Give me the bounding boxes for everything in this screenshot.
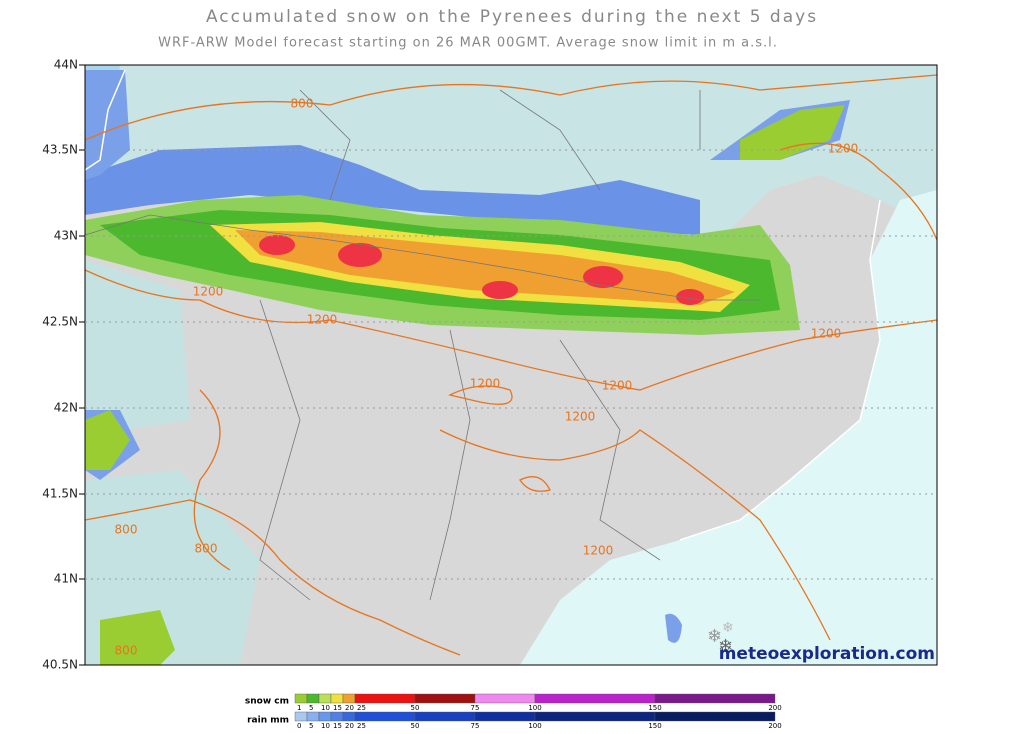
brand-logo: ❄ ❄ ❄ [707,620,734,657]
colorbar-segment [318,693,332,704]
latitude-label: 41.5N [42,487,78,501]
contour-label: 1200 [811,327,842,341]
contour-label: 1200 [602,379,633,393]
colorbar-tick-label: 50 [411,704,420,712]
contour-label: 800 [195,542,218,556]
subtitle: WRF-ARW Model forecast starting on 26 MA… [158,36,778,51]
colorbar-segment [342,693,356,704]
contour-label: 1200 [307,313,338,327]
snow-legend-label: snow cm [245,697,289,707]
map-frame [84,64,938,666]
svg-text:❄: ❄ [718,636,733,657]
svg-text:❄: ❄ [707,626,722,647]
colorbar-tick-label: 150 [648,722,661,730]
colorbar-tick-label: 1 [297,704,301,712]
legend: snow cm rain mm 1 5 10 15 20 25 50 75 100 150 2000… [245,693,782,730]
colorbar-tick-label: 200 [768,704,781,712]
colorbar-segment [306,711,320,722]
contour-label: 800 [291,97,314,111]
latitude-label: 41N [54,572,78,586]
latitude-label: 44N [54,58,78,72]
colorbar-segment [330,711,344,722]
colorbar-segment [414,693,476,704]
colorbar-segment [414,711,476,722]
map [85,65,937,665]
svg-text:❄: ❄ [722,620,734,636]
colorbar-tick-label: 20 [345,722,354,730]
colorbar-segment [318,711,332,722]
contour-labels: 800 1200 1200 1200 1200 1200 1200 1200 1200 800 80… [115,97,859,658]
colorbar-segment [330,693,344,704]
colorbar-segment [294,693,308,704]
colorbar-tick-label: 10 [321,722,330,730]
colorbar-segment [534,711,656,722]
colorbar-tick-label: 10 [321,704,330,712]
colorbar-tick-label: 100 [528,722,541,730]
contour-label: 1200 [583,544,614,558]
latitude-labels: 44N 43.5N 43N 42.5N 42N 41.5N 41N 40.5N [42,58,937,672]
colorbar-segment [534,693,656,704]
colorbar-tick-label: 50 [411,722,420,730]
latitude-label: 42N [54,401,78,415]
colorbar-tick-label: 15 [333,704,342,712]
rain-legend-label: rain mm [247,716,289,726]
contour-label: 1200 [828,142,859,156]
colorbar-tick-label: 75 [471,704,480,712]
colorbar-segment [306,693,320,704]
colorbar-segment [342,711,356,722]
colorbar-segment [654,693,776,704]
latitude-label: 42.5N [42,315,78,329]
colorbar-tick-label: 75 [471,722,480,730]
colorbar-tick-label: 25 [357,722,366,730]
colorbar-tick-label: 15 [333,722,342,730]
colorbar-tick-label: 20 [345,704,354,712]
colorbar-segment [474,711,536,722]
colorbar-tick-label: 100 [528,704,541,712]
contour-label: 1200 [565,410,596,424]
colorbar-tick-label: 25 [357,704,366,712]
contour-label: 1200 [470,377,501,391]
colorbar-tick-label: 5 [309,704,313,712]
colorbar-segment [294,711,308,722]
colorbar-segment [474,693,536,704]
latitude-label: 40.5N [42,658,78,672]
colorbar-tick-label: 150 [648,704,661,712]
contour-label: 800 [115,644,138,658]
colorbar-segment [354,711,416,722]
colorbar-tick-label: 5 [309,722,313,730]
colorbar-segment [354,693,416,704]
colorbar-segment [654,711,776,722]
brand: meteoexploration.com [719,644,935,664]
contour-label: 800 [115,523,138,537]
colorbar-tick-label: 200 [768,722,781,730]
latitude-label: 43.5N [42,143,78,157]
title: Accumulated snow on the Pyrenees during … [206,7,818,27]
latitude-label: 43N [54,229,78,243]
colorbar-tick-label: 0 [297,722,301,730]
contour-label: 1200 [193,285,224,299]
